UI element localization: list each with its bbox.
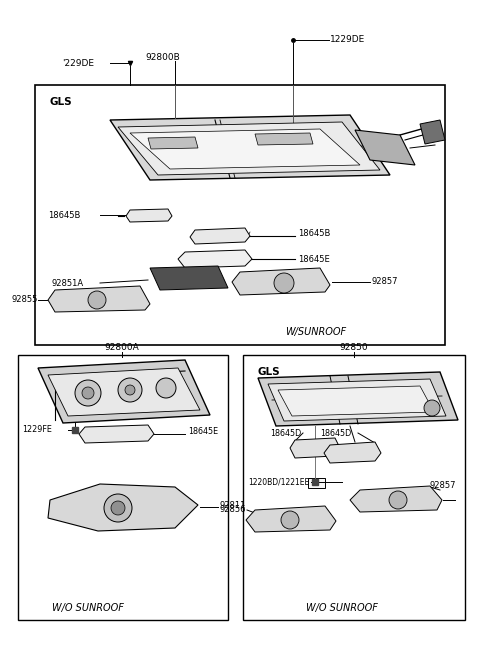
Text: 1229DE: 1229DE <box>330 35 365 45</box>
Text: 18645D: 18645D <box>320 428 351 438</box>
Polygon shape <box>48 286 150 312</box>
Text: 18645E: 18645E <box>298 254 330 263</box>
Polygon shape <box>420 120 445 144</box>
Polygon shape <box>246 506 336 532</box>
Text: 92800B: 92800B <box>145 53 180 62</box>
Bar <box>35 85 445 345</box>
Circle shape <box>156 378 176 398</box>
Circle shape <box>125 385 135 395</box>
Circle shape <box>274 273 294 293</box>
Polygon shape <box>126 209 172 222</box>
Circle shape <box>111 501 125 515</box>
Bar <box>243 355 465 620</box>
Text: W/O SUNROOF: W/O SUNROOF <box>306 603 378 613</box>
Text: 92857: 92857 <box>430 480 456 489</box>
Text: 92850: 92850 <box>340 342 368 351</box>
Polygon shape <box>268 379 446 421</box>
Polygon shape <box>278 386 434 416</box>
Polygon shape <box>110 115 390 180</box>
Polygon shape <box>130 129 360 169</box>
Text: 92857: 92857 <box>372 277 398 286</box>
Text: 1229FE: 1229FE <box>22 426 52 434</box>
Text: 92800A: 92800A <box>105 342 139 351</box>
Text: W/O SUNROOF: W/O SUNROOF <box>52 603 124 613</box>
Text: 92851A: 92851A <box>52 279 84 288</box>
Text: 92855: 92855 <box>12 296 38 304</box>
Circle shape <box>88 291 106 309</box>
Text: 92811: 92811 <box>220 501 246 510</box>
Polygon shape <box>79 425 154 443</box>
Polygon shape <box>255 133 313 145</box>
Circle shape <box>281 511 299 529</box>
Text: 18645E: 18645E <box>188 428 218 436</box>
Text: 18645D: 18645D <box>270 428 301 438</box>
Polygon shape <box>48 484 198 531</box>
Bar <box>308 478 325 488</box>
Circle shape <box>82 387 94 399</box>
Text: '229DE: '229DE <box>62 58 94 68</box>
Text: GLS: GLS <box>50 97 72 107</box>
Polygon shape <box>324 442 381 463</box>
Polygon shape <box>258 372 458 426</box>
Polygon shape <box>350 486 442 512</box>
Circle shape <box>75 380 101 406</box>
Text: 18645B: 18645B <box>48 210 80 219</box>
Polygon shape <box>355 130 415 165</box>
Polygon shape <box>178 250 252 268</box>
Bar <box>18 355 228 620</box>
Circle shape <box>424 400 440 416</box>
Text: 18645B: 18645B <box>298 229 330 238</box>
Text: W/SUNROOF: W/SUNROOF <box>285 327 346 337</box>
Polygon shape <box>232 268 330 295</box>
Circle shape <box>118 378 142 402</box>
Polygon shape <box>290 438 340 458</box>
Circle shape <box>104 494 132 522</box>
Polygon shape <box>190 228 250 244</box>
Polygon shape <box>38 360 210 423</box>
Polygon shape <box>148 137 198 149</box>
Text: 92856: 92856 <box>219 505 246 514</box>
Polygon shape <box>48 368 200 416</box>
Polygon shape <box>118 122 380 175</box>
Polygon shape <box>150 266 228 290</box>
Text: 1220BD/1221EE: 1220BD/1221EE <box>248 478 309 486</box>
Text: GLS: GLS <box>258 367 281 377</box>
Circle shape <box>389 491 407 509</box>
